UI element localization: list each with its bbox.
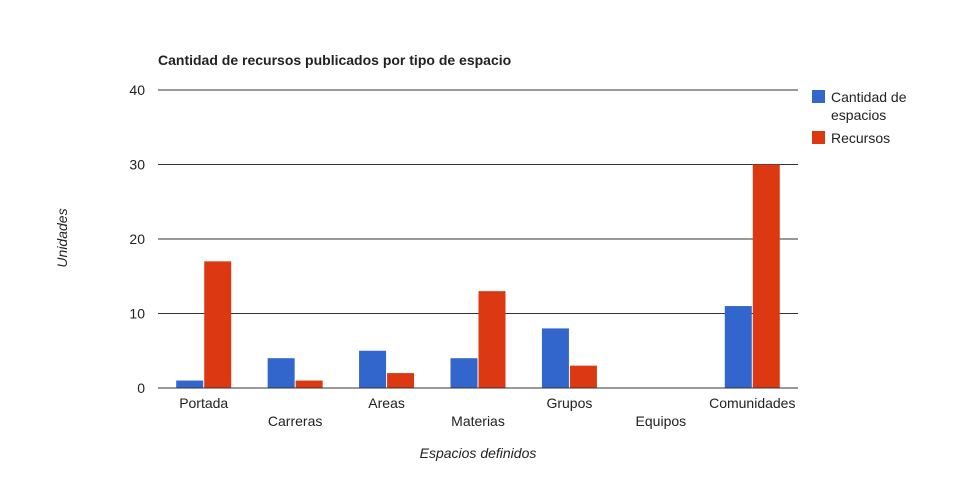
x-tick-label: Portada [179, 395, 228, 411]
x-axis-title: Espacios definidos [420, 445, 537, 461]
x-tick-label: Materias [451, 413, 505, 429]
bar-recursos-grupos [569, 365, 597, 388]
bar-cantidad-de-espacios-grupos [541, 328, 569, 388]
bar-cantidad-de-espacios-carreras [267, 358, 295, 388]
bars [176, 164, 780, 388]
bar-recursos-materias [478, 291, 506, 388]
bar-recursos-portada [204, 261, 232, 388]
y-tick-label: 10 [129, 306, 145, 322]
bar-recursos-areas [387, 373, 415, 388]
y-tick-label: 30 [129, 157, 145, 173]
x-tick-label: Equipos [636, 413, 687, 429]
legend-swatch-recursos [812, 131, 825, 144]
x-tick-label: Areas [368, 395, 405, 411]
bar-cantidad-de-espacios-materias [450, 358, 478, 388]
bar-recursos-comunidades [752, 164, 780, 388]
x-tick-label: Comunidades [709, 395, 795, 411]
legend-swatch-cantidad-de-espacios [812, 90, 825, 103]
chart-title: Cantidad de recursos publicados por tipo… [158, 52, 511, 68]
legend-label-recursos: Recursos [831, 130, 890, 146]
gridlines [158, 89, 798, 314]
y-tick-label: 0 [137, 380, 145, 396]
y-tick-label: 40 [129, 82, 145, 98]
bar-cantidad-de-espacios-portada [176, 380, 204, 388]
y-axis-title: Unidades [54, 208, 70, 267]
bar-cantidad-de-espacios-areas [359, 350, 387, 388]
bar-cantidad-de-espacios-comunidades [724, 306, 752, 388]
x-tick-label: Grupos [546, 395, 592, 411]
legend: Cantidad de espacios Recursos [812, 89, 907, 146]
x-axis-ticks: Portada Carreras Areas Materias Grupos Equipo… [179, 395, 795, 429]
y-tick-label: 20 [129, 231, 145, 247]
legend-label-cantidad-de-espacios: Cantidad de espacios [831, 89, 907, 123]
x-tick-label: Carreras [268, 413, 322, 429]
y-axis-ticks: 0 10 20 30 40 [129, 82, 145, 396]
bar-recursos-carreras [295, 380, 323, 388]
